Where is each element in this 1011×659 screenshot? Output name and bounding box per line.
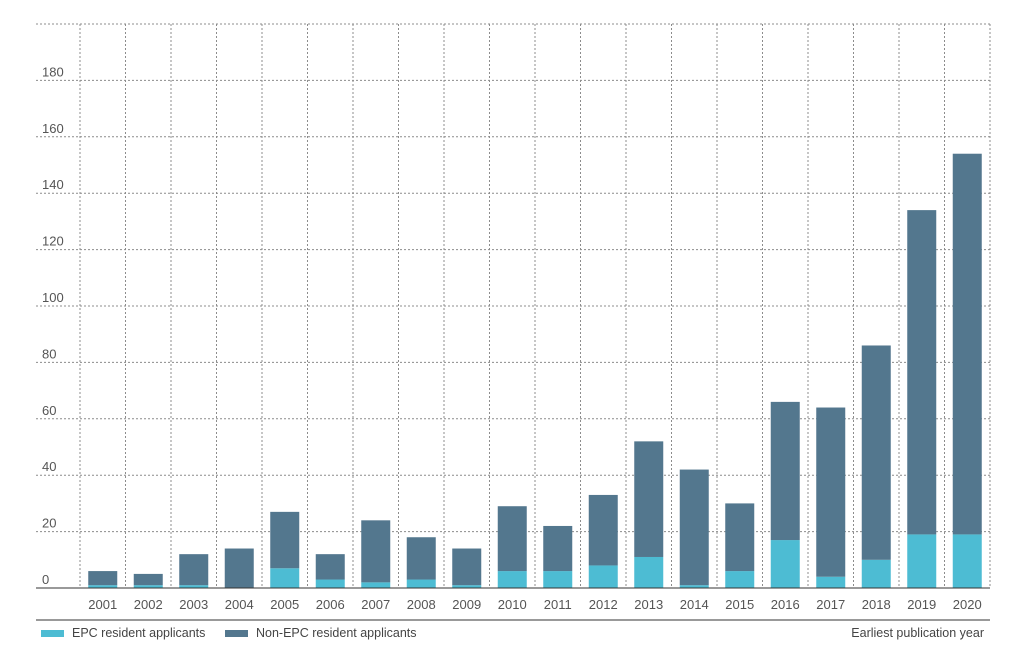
y-tick-labels: 0 20 40 60 80 100 120 140 160 180 bbox=[42, 64, 64, 587]
bar-non-epc-segment bbox=[588, 494, 618, 566]
x-tick-label: 2013 bbox=[634, 597, 663, 612]
y-tick-label: 20 bbox=[42, 516, 56, 531]
x-tick-label: 2009 bbox=[452, 597, 481, 612]
legend-label-non-epc: Non-EPC resident applicants bbox=[256, 626, 417, 640]
bar-non-epc-segment bbox=[88, 571, 118, 586]
bar-epc-segment bbox=[497, 571, 527, 588]
x-tick-label: 2005 bbox=[270, 597, 299, 612]
y-tick-label: 160 bbox=[42, 121, 64, 136]
legend-label-epc: EPC resident applicants bbox=[72, 626, 206, 640]
x-tick-label: 2003 bbox=[179, 597, 208, 612]
legend-swatch-non-epc bbox=[225, 629, 248, 637]
bar-epc-segment bbox=[952, 534, 982, 588]
bar-non-epc-segment bbox=[361, 520, 391, 583]
bar-non-epc-segment bbox=[861, 345, 891, 560]
bar-epc-segment bbox=[679, 585, 709, 588]
x-tick-label: 2020 bbox=[953, 597, 982, 612]
bars bbox=[88, 153, 982, 588]
y-tick-label: 120 bbox=[42, 234, 64, 249]
bar-epc-segment bbox=[770, 540, 800, 588]
bar-non-epc-segment bbox=[452, 548, 482, 586]
bar-epc-segment bbox=[361, 582, 391, 588]
bar-epc-segment bbox=[861, 559, 891, 588]
bar-epc-segment bbox=[406, 579, 436, 588]
bar-epc-segment bbox=[133, 585, 163, 588]
bar-non-epc-segment bbox=[679, 469, 709, 586]
x-tick-label: 2014 bbox=[680, 597, 709, 612]
x-tick-label: 2015 bbox=[725, 597, 754, 612]
bar-non-epc-segment bbox=[179, 554, 209, 586]
bar-epc-segment bbox=[588, 565, 618, 588]
x-tick-label: 2011 bbox=[544, 597, 572, 612]
bar-non-epc-segment bbox=[224, 548, 254, 588]
gridlines bbox=[36, 23, 991, 588]
bar-epc-segment bbox=[634, 556, 664, 588]
x-tick-labels: 2001 2002 2003 2004 2005 2006 2007 2008 2009 2010… bbox=[88, 597, 981, 612]
x-tick-label: 2001 bbox=[88, 597, 117, 612]
legend-item-non-epc: Non-EPC resident applicants bbox=[225, 626, 417, 640]
bar-epc-segment bbox=[816, 576, 846, 588]
bar-epc-segment bbox=[725, 571, 755, 588]
bar-non-epc-segment bbox=[270, 511, 300, 569]
bar-non-epc-segment bbox=[406, 537, 436, 580]
bar-non-epc-segment bbox=[907, 210, 937, 535]
x-tick-label: 2008 bbox=[407, 597, 436, 612]
bar-non-epc-segment bbox=[634, 441, 664, 557]
y-tick-label: 60 bbox=[42, 403, 56, 418]
x-tick-label: 2019 bbox=[907, 597, 936, 612]
bar-non-epc-segment bbox=[497, 506, 527, 572]
bar-non-epc-segment bbox=[315, 554, 345, 580]
legend-swatch-epc bbox=[41, 629, 64, 637]
bar-non-epc-segment bbox=[952, 153, 982, 535]
bar-epc-segment bbox=[270, 568, 300, 588]
x-tick-label: 2018 bbox=[862, 597, 891, 612]
x-tick-label: 2012 bbox=[589, 597, 618, 612]
y-tick-label: 0 bbox=[42, 572, 49, 587]
legend-item-epc: EPC resident applicants bbox=[41, 626, 205, 640]
y-tick-label: 100 bbox=[42, 290, 64, 305]
x-tick-label: 2010 bbox=[498, 597, 527, 612]
bar-non-epc-segment bbox=[133, 573, 163, 586]
bar-epc-segment bbox=[907, 534, 937, 588]
x-axis-title: Earliest publication year bbox=[851, 626, 984, 640]
bar-epc-segment bbox=[88, 585, 118, 588]
bar-non-epc-segment bbox=[770, 401, 800, 541]
x-tick-label: 2007 bbox=[361, 597, 390, 612]
bar-epc-segment bbox=[543, 571, 573, 588]
bar-epc-segment bbox=[452, 585, 482, 588]
x-tick-label: 2002 bbox=[134, 597, 163, 612]
x-tick-label: 2006 bbox=[316, 597, 345, 612]
y-tick-label: 140 bbox=[42, 177, 64, 192]
y-tick-label: 80 bbox=[42, 346, 56, 361]
y-tick-label: 40 bbox=[42, 459, 56, 474]
x-tick-label: 2017 bbox=[816, 597, 845, 612]
bar-non-epc-segment bbox=[725, 503, 755, 572]
bar-non-epc-segment bbox=[543, 525, 573, 572]
y-tick-label: 180 bbox=[42, 64, 64, 79]
x-tick-label: 2004 bbox=[225, 597, 254, 612]
bar-epc-segment bbox=[315, 579, 345, 588]
bar-non-epc-segment bbox=[816, 407, 846, 577]
bar-epc-segment bbox=[179, 585, 209, 588]
x-tick-label: 2016 bbox=[771, 597, 800, 612]
